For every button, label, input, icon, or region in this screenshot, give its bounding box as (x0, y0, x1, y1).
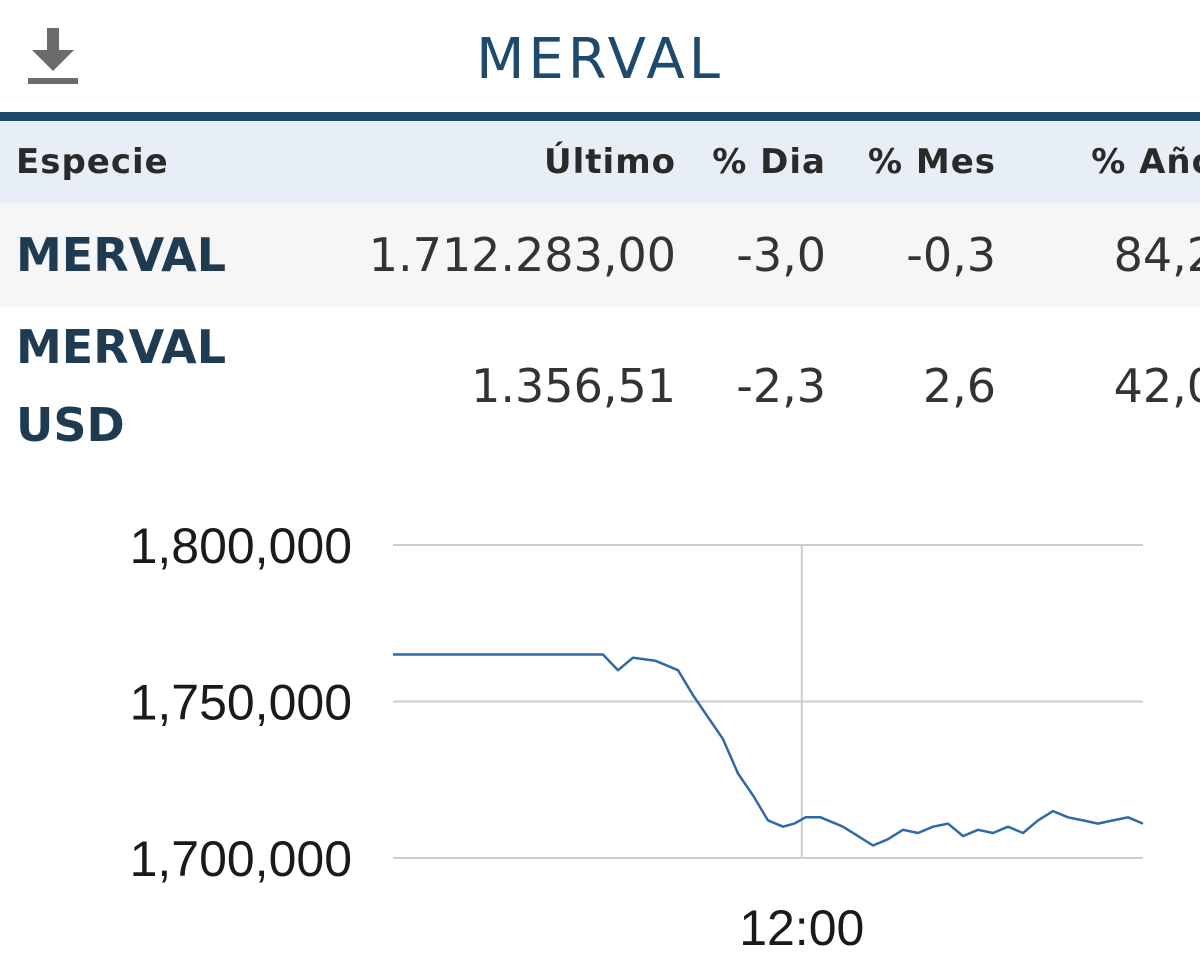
series-line (393, 653, 1144, 847)
widget-header: MERVAL (0, 0, 1200, 112)
row-name-line2: USD (16, 398, 125, 452)
column-header-dia[interactable]: % Dia (676, 121, 826, 203)
row-day-change: -2,3 (676, 307, 826, 465)
x-axis-labels: 12:00 (739, 900, 864, 956)
row-day-change: -3,0 (676, 203, 826, 307)
row-year-change: 84,2 (996, 203, 1200, 307)
table-row[interactable]: MERVAL USD 1.356,51 -2,3 2,6 42,0 (0, 307, 1200, 465)
row-year-change: 42,0 (996, 307, 1200, 465)
quotes-table: Especie Último % Dia % Mes % Año MERVAL … (0, 121, 1200, 465)
intraday-chart: 1,800,000 1,750,000 1,700,000 12:00 (130, 518, 1144, 956)
column-header-ultimo[interactable]: Último (306, 121, 676, 203)
row-name[interactable]: MERVAL USD (0, 307, 306, 465)
row-month-change: 2,6 (826, 307, 996, 465)
series-lines (393, 653, 1144, 847)
row-name-line1: MERVAL (16, 320, 227, 374)
y-tick-label: 1,800,000 (130, 518, 352, 574)
chart-grid (393, 544, 1143, 859)
column-header-ano[interactable]: % Año (996, 121, 1200, 203)
x-tick-label: 12:00 (739, 900, 864, 956)
column-header-mes[interactable]: % Mes (826, 121, 996, 203)
table-row[interactable]: MERVAL 1.712.283,00 -3,0 -0,3 84,2 (0, 203, 1200, 307)
download-icon (28, 28, 78, 84)
row-name[interactable]: MERVAL (0, 203, 306, 307)
header-divider (0, 112, 1200, 121)
column-header-especie[interactable]: Especie (0, 121, 306, 203)
row-last: 1.712.283,00 (306, 203, 676, 307)
row-month-change: -0,3 (826, 203, 996, 307)
widget-title: MERVAL (476, 27, 724, 92)
y-axis-labels: 1,800,000 1,750,000 1,700,000 (130, 518, 352, 887)
y-tick-label: 1,700,000 (130, 831, 352, 887)
row-last: 1.356,51 (306, 307, 676, 465)
y-tick-label: 1,750,000 (130, 675, 352, 731)
download-button[interactable] (24, 26, 82, 88)
table-header-row: Especie Último % Dia % Mes % Año (0, 121, 1200, 203)
